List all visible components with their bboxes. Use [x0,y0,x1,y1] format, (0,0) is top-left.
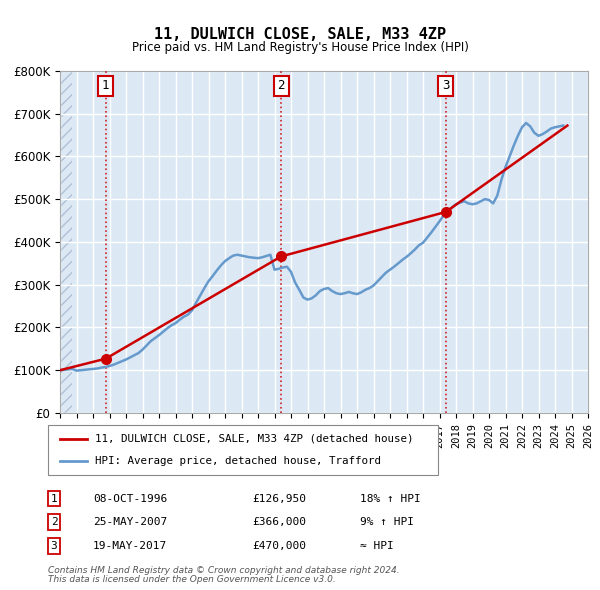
Text: 3: 3 [442,79,449,92]
Text: 2: 2 [50,517,58,527]
Text: 18% ↑ HPI: 18% ↑ HPI [360,494,421,503]
Text: £126,950: £126,950 [252,494,306,503]
Text: 2: 2 [277,79,285,92]
Text: 19-MAY-2017: 19-MAY-2017 [93,541,167,550]
Text: £470,000: £470,000 [252,541,306,550]
Text: 9% ↑ HPI: 9% ↑ HPI [360,517,414,527]
Text: 1: 1 [102,79,109,92]
Bar [60,71,73,413]
Text: 25-MAY-2007: 25-MAY-2007 [93,517,167,527]
Text: HPI: Average price, detached house, Trafford: HPI: Average price, detached house, Traf… [95,456,381,466]
Text: 1: 1 [50,494,58,503]
Text: This data is licensed under the Open Government Licence v3.0.: This data is licensed under the Open Gov… [48,575,336,584]
Text: £366,000: £366,000 [252,517,306,527]
Text: Contains HM Land Registry data © Crown copyright and database right 2024.: Contains HM Land Registry data © Crown c… [48,566,400,575]
FancyBboxPatch shape [48,425,438,475]
Text: 3: 3 [50,541,58,550]
Text: 08-OCT-1996: 08-OCT-1996 [93,494,167,503]
Text: 11, DULWICH CLOSE, SALE, M33 4ZP (detached house): 11, DULWICH CLOSE, SALE, M33 4ZP (detach… [95,434,413,444]
Text: 11, DULWICH CLOSE, SALE, M33 4ZP: 11, DULWICH CLOSE, SALE, M33 4ZP [154,27,446,41]
Text: ≈ HPI: ≈ HPI [360,541,394,550]
Text: Price paid vs. HM Land Registry's House Price Index (HPI): Price paid vs. HM Land Registry's House … [131,41,469,54]
